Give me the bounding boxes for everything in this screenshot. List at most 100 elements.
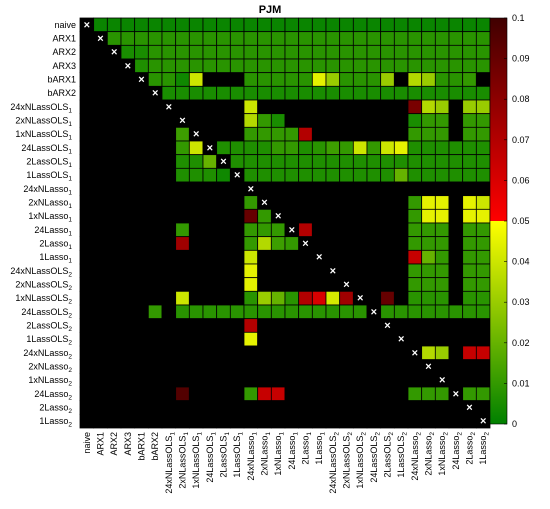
heatmap-cell <box>325 236 341 251</box>
heatmap-cell <box>79 400 95 415</box>
colorbar-ticks: 0 0.01 0.02 0.03 0.04 0.05 0.06 0.07 0.08 0.09 0.1 <box>504 13 530 429</box>
heatmap-cell <box>161 181 177 197</box>
heatmap-cell <box>257 400 272 415</box>
heatmap-cell <box>229 85 245 101</box>
heatmap-cell <box>229 44 245 60</box>
heatmap-cell <box>93 372 108 388</box>
heatmap-cell <box>284 99 300 115</box>
heatmap-cell <box>106 318 122 333</box>
heatmap-cell <box>380 249 395 265</box>
heatmap-cell <box>120 17 136 33</box>
heatmap-cell <box>243 208 259 224</box>
heatmap-cell <box>325 140 341 156</box>
heatmap-cell <box>161 126 177 142</box>
heatmap-cell <box>448 413 464 429</box>
heatmap-cell <box>298 318 313 333</box>
heatmap-cell <box>188 400 204 415</box>
heatmap-cell <box>216 413 231 429</box>
heatmap-cell <box>352 277 368 292</box>
heatmap-cell <box>366 31 382 46</box>
heatmap-cell <box>120 222 136 238</box>
heatmap-cell <box>434 345 450 361</box>
heatmap-cell <box>106 31 122 46</box>
heatmap-cell <box>79 263 95 279</box>
heatmap-cell <box>284 345 300 361</box>
heatmap-cell <box>257 126 272 142</box>
heatmap-cell <box>393 44 409 60</box>
diagonal-marker: × <box>453 388 459 400</box>
heatmap-cell <box>352 72 368 87</box>
heatmap-cell <box>380 304 395 320</box>
diagonal-marker: × <box>166 101 172 113</box>
heatmap-cell <box>366 140 382 156</box>
heatmap-cell <box>257 113 272 128</box>
heatmap-cell <box>270 304 286 320</box>
heatmap-cell <box>298 345 313 361</box>
heatmap-cell <box>93 236 108 251</box>
heatmap-cell <box>298 208 313 224</box>
heatmap-cell <box>175 17 190 33</box>
heatmap-cell <box>284 331 300 347</box>
heatmap-cell <box>243 386 259 402</box>
x-tick-label: 1xNLasso1 <box>273 432 286 476</box>
heatmap-cell <box>161 372 177 388</box>
heatmap-cell <box>407 331 423 347</box>
heatmap-cell <box>462 72 477 87</box>
heatmap-cell <box>175 413 190 429</box>
heatmap-cell <box>298 222 313 238</box>
heatmap-cell <box>352 208 368 224</box>
heatmap-cell <box>188 290 204 306</box>
heatmap-cells <box>79 17 491 429</box>
heatmap-cell <box>352 345 368 361</box>
heatmap-cell <box>393 72 409 87</box>
heatmap-cell <box>298 140 313 156</box>
heatmap-cell <box>188 249 204 265</box>
heatmap-cell <box>216 31 231 46</box>
heatmap-cell <box>243 154 259 169</box>
heatmap-cell <box>202 195 218 210</box>
heatmap-cell <box>202 345 218 361</box>
heatmap-cell <box>380 263 395 279</box>
heatmap-cell <box>175 318 190 333</box>
heatmap-cell <box>175 222 190 238</box>
heatmap-cell <box>216 167 231 183</box>
heatmap-cell <box>120 195 136 210</box>
heatmap-cell <box>434 44 450 60</box>
heatmap-cell <box>202 372 218 388</box>
heatmap-cell <box>202 331 218 347</box>
diagonal-marker: × <box>357 293 363 305</box>
heatmap-cell <box>462 181 477 197</box>
heatmap-cell <box>257 99 272 115</box>
heatmap-cell <box>339 126 354 142</box>
heatmap-cell <box>216 99 231 115</box>
heatmap-cell <box>352 85 368 101</box>
heatmap-cell <box>202 58 218 74</box>
heatmap-cell <box>298 304 313 320</box>
heatmap-cell <box>79 386 95 402</box>
x-tick-labels: naive ARX1 ARX2 ARX3 bARX1 bARX2 24xNLassOLS12… <box>82 432 491 494</box>
heatmap-cell <box>434 386 450 402</box>
heatmap-cell <box>175 304 190 320</box>
heatmap-cell <box>134 99 149 115</box>
heatmap-cell <box>147 249 163 265</box>
heatmap-cell <box>257 140 272 156</box>
heatmap-cell <box>284 195 300 210</box>
heatmap-cell <box>298 249 313 265</box>
heatmap-cell <box>134 249 149 265</box>
heatmap-cell <box>202 181 218 197</box>
heatmap-cell <box>93 400 108 415</box>
heatmap-cell <box>462 126 477 142</box>
y-tick-label: 2xNLassOLS2 <box>15 280 72 293</box>
heatmap-cell <box>79 331 95 347</box>
heatmap-cell <box>448 277 464 292</box>
heatmap-cell <box>161 304 177 320</box>
heatmap-cell <box>257 290 272 306</box>
diagonal-marker: × <box>207 142 213 154</box>
heatmap-cell <box>120 290 136 306</box>
diagonal-marker: × <box>111 47 117 59</box>
heatmap-cell <box>339 17 354 33</box>
heatmap-cell <box>188 345 204 361</box>
heatmap-cell <box>311 167 327 183</box>
